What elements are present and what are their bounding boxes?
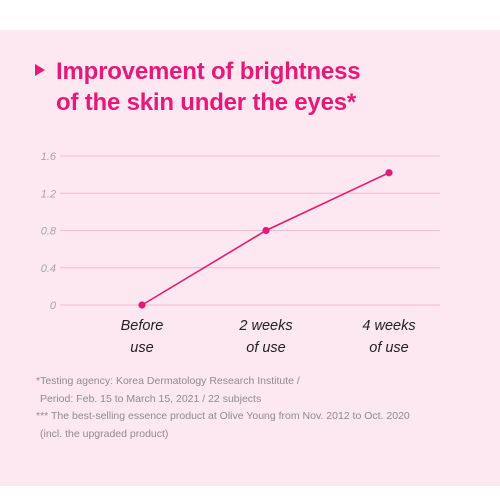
data-point xyxy=(385,169,393,177)
x-tick-label: 4 weeks xyxy=(362,318,415,334)
x-tick-label: of use xyxy=(246,340,286,356)
title-arrow-icon xyxy=(35,64,45,76)
data-point xyxy=(138,301,146,309)
gridlines xyxy=(60,155,440,306)
y-tick-label: 0.4 xyxy=(41,263,56,275)
chart-title-line-2: of the skin under the eyes* xyxy=(56,89,357,116)
chart-panel xyxy=(0,30,500,486)
y-tick-label: 0 xyxy=(50,300,57,312)
y-tick-label: 1.6 xyxy=(41,151,57,163)
x-tick-label: Before xyxy=(121,318,164,334)
x-tick-label: 2 weeks xyxy=(238,318,292,334)
footnote-upgraded: (incl. the upgraded product) xyxy=(40,427,169,440)
data-point xyxy=(262,226,270,235)
footnote-period: Period: Feb. 15 to March 15, 2021 / 22 s… xyxy=(40,392,262,405)
footnote-bestselling: *** The best-selling essence product at … xyxy=(36,410,410,422)
y-tick-labels: 0 0.4 0.8 1.2 1.6 xyxy=(41,151,57,312)
x-tick-labels: Before use 2 weeks of use 4 weeks of use xyxy=(121,318,416,356)
footnotes: *Testing agency: Korea Dermatology Resea… xyxy=(36,373,410,443)
x-tick-label: of use xyxy=(369,340,409,356)
x-tick-label: use xyxy=(130,340,153,356)
y-tick-label: 1.2 xyxy=(41,188,56,200)
chart-title-line-1: Improvement of brightness xyxy=(56,58,361,85)
chart-title: Improvement of brightness of the skin un… xyxy=(56,56,361,118)
series xyxy=(138,169,393,309)
footnote-agency: *Testing agency: Korea Dermatology Resea… xyxy=(36,375,300,387)
series-line xyxy=(141,172,390,306)
y-tick-label: 0.8 xyxy=(41,226,57,238)
